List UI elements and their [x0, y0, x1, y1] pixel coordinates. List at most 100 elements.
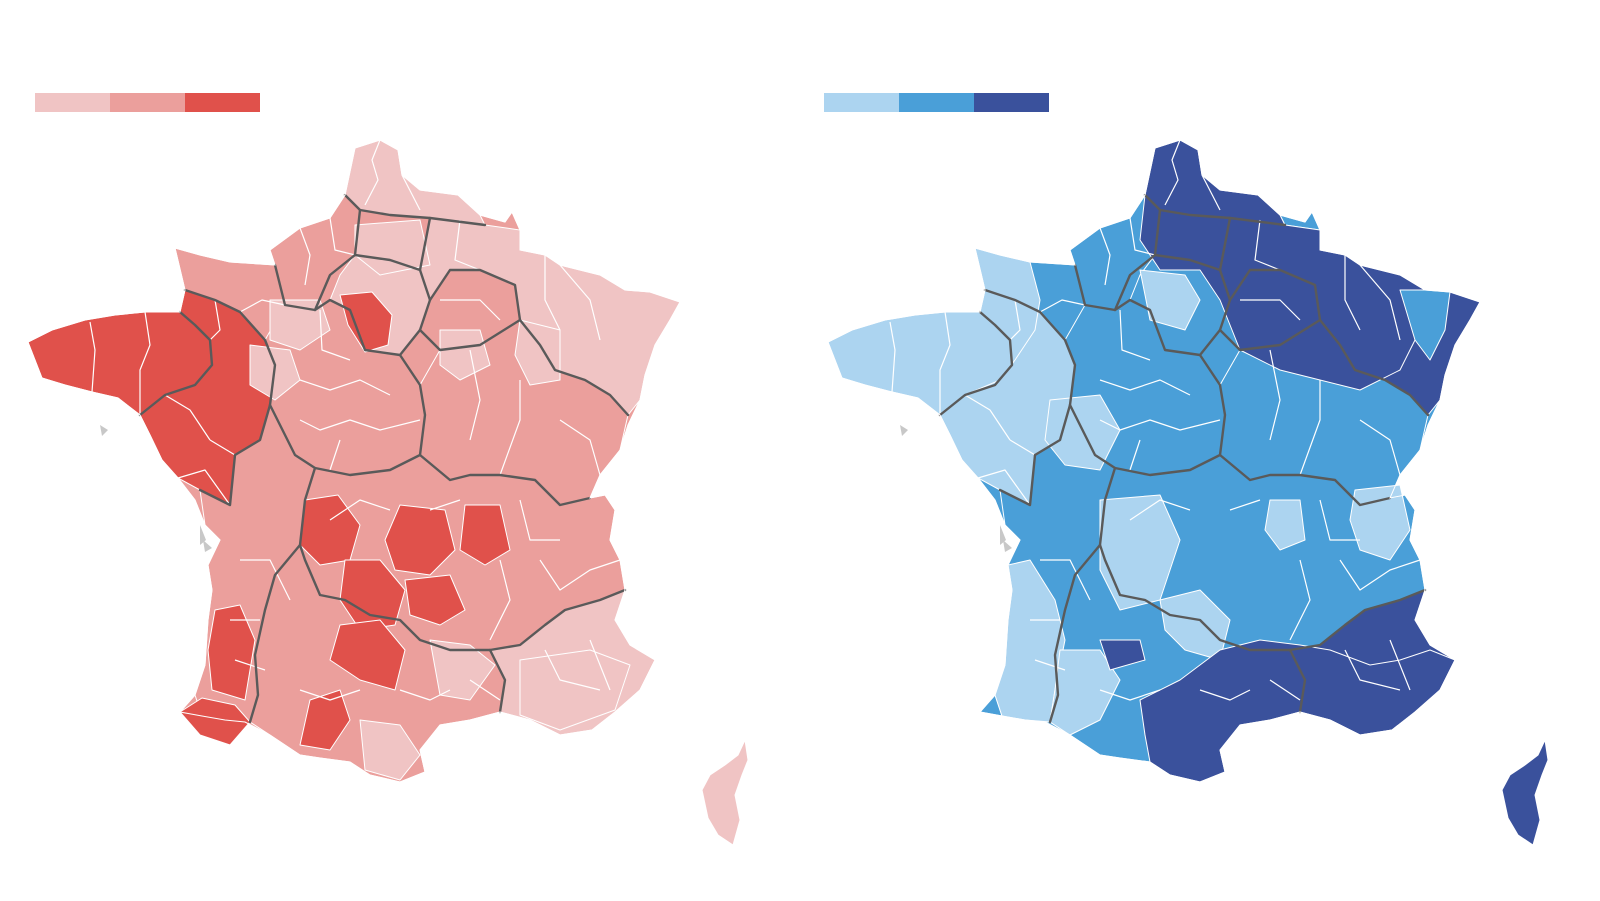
department-border: [329, 439, 341, 471]
region-border: [1218, 216, 1232, 272]
department-border: [454, 219, 481, 271]
department-border: [1254, 219, 1281, 271]
legend-swatch-medium: [899, 93, 974, 112]
map-panel-left: [27, 93, 749, 846]
department-border: [889, 321, 896, 393]
region-border: [428, 268, 630, 417]
legend-swatch-low: [35, 93, 110, 112]
region-borders: [827, 139, 1481, 783]
department-border: [299, 419, 421, 431]
france-map-red: [27, 139, 749, 846]
department-border: [559, 419, 601, 476]
france-map-blue: [827, 139, 1549, 846]
department-area: [384, 504, 456, 576]
department-border: [1359, 419, 1401, 476]
department-border: [1164, 139, 1181, 206]
department-area: [329, 619, 406, 691]
corsica-shape: [701, 738, 749, 846]
island: [100, 425, 108, 436]
department-area: [359, 719, 421, 781]
region-border: [418, 318, 522, 352]
department-border: [1129, 439, 1141, 471]
coastline: [27, 139, 681, 783]
region-border: [138, 310, 214, 417]
department-border: [240, 559, 291, 601]
department-border: [1229, 499, 1261, 511]
department-border: [1344, 649, 1401, 691]
region-border: [938, 310, 1014, 417]
department-area: [207, 604, 256, 701]
department-border: [139, 311, 151, 415]
department-border: [329, 499, 391, 521]
department-border: [1099, 379, 1191, 396]
department-border: [440, 299, 501, 321]
department-borders: [89, 139, 621, 701]
department-border: [1240, 299, 1301, 321]
department-border: [401, 174, 421, 211]
department-border: [519, 499, 560, 541]
corsica-shape: [1501, 738, 1549, 846]
region-border: [1228, 268, 1430, 417]
region-border: [268, 353, 427, 477]
legend-swatch-low: [824, 93, 899, 112]
department-border: [299, 689, 361, 701]
department-border: [559, 264, 601, 341]
department-border: [299, 227, 311, 286]
department-border: [1269, 349, 1281, 441]
region-border: [248, 466, 317, 724]
department-area: [269, 299, 331, 351]
region-border: [1068, 353, 1227, 477]
color-legend-blue: [824, 93, 1049, 112]
department-border: [469, 679, 501, 701]
color-legend-red: [35, 93, 260, 112]
department-border: [1039, 299, 1086, 313]
department-border: [544, 255, 561, 331]
department-border: [964, 394, 1011, 441]
department-border: [1269, 679, 1301, 701]
department-border: [1099, 689, 1161, 701]
department-border: [589, 639, 611, 691]
department-area: [1139, 269, 1201, 331]
region-border: [418, 453, 592, 507]
department-border: [1359, 264, 1401, 341]
region-border: [1113, 253, 1232, 357]
legend-swatch-medium: [110, 93, 185, 112]
island: [200, 525, 206, 545]
region-border: [488, 648, 507, 714]
department-area: [404, 574, 466, 626]
department-area: [1099, 639, 1146, 671]
department-border: [89, 321, 96, 393]
department-area: [459, 504, 511, 566]
department-area: [429, 639, 496, 701]
region-border: [418, 216, 432, 272]
department-border: [1034, 659, 1066, 671]
department-border: [429, 499, 461, 511]
legend-swatch-high: [185, 93, 260, 112]
department-border: [977, 469, 1031, 506]
department-area: [1264, 499, 1306, 551]
department-border: [539, 559, 621, 591]
coastline: [827, 139, 1481, 783]
department-border: [469, 349, 481, 441]
department-border: [499, 380, 521, 476]
department-border: [1119, 309, 1151, 361]
department-border: [1009, 299, 1021, 341]
department-border: [1319, 499, 1360, 541]
region-border: [1218, 453, 1392, 507]
department-border: [364, 139, 381, 206]
region-border: [183, 288, 277, 507]
department-border: [1199, 689, 1251, 701]
department-area: [1049, 649, 1121, 736]
department-border: [319, 309, 351, 361]
department-border: [329, 217, 356, 256]
region-border: [1218, 318, 1322, 352]
island: [1000, 525, 1006, 545]
department-border: [1099, 227, 1111, 286]
department-border: [1299, 380, 1321, 476]
department-border: [1129, 217, 1156, 256]
department-border: [234, 659, 266, 671]
island: [1003, 540, 1012, 552]
department-area: [514, 319, 561, 386]
region-border: [1288, 648, 1307, 714]
region-border: [313, 253, 432, 357]
